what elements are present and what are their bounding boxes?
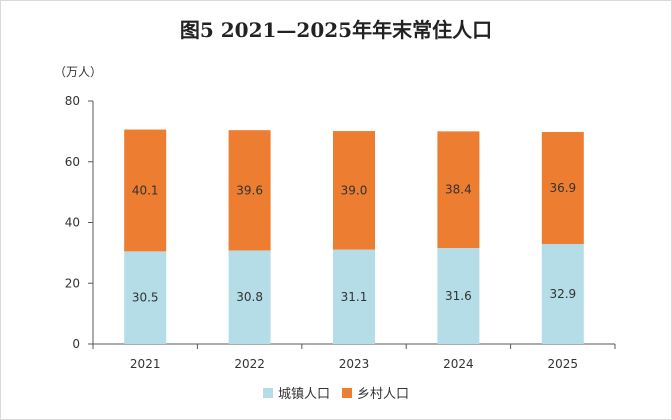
bar-segment-urban [228,250,271,344]
legend-item-rural: 乡村人口 [342,383,409,402]
data-label-rural: 38.4 [445,183,472,197]
x-tick-label: 2021 [130,357,161,371]
data-label-urban: 31.6 [445,289,472,303]
data-label-urban: 30.5 [132,291,159,305]
bar-segment-urban [541,244,584,344]
y-tick-label: 20 [65,276,80,290]
data-label-rural: 36.9 [549,181,576,195]
data-label-rural: 40.1 [132,183,159,197]
y-tick-label: 60 [65,155,80,169]
bar-segment-urban [124,251,167,344]
bar-segment-rural [437,131,480,249]
bar-segment-rural [228,130,271,251]
y-tick-label: 80 [65,94,80,108]
data-label-rural: 39.6 [236,183,263,197]
legend-swatch-rural [342,387,352,398]
bar-segment-urban [333,249,375,344]
x-tick-label: 2024 [443,357,474,371]
chart-title: 图5 2021—2025年年末常住人口 [179,18,493,42]
data-label-urban: 32.9 [549,287,576,301]
bar-segment-urban [437,248,480,344]
data-label-urban: 30.8 [236,290,263,304]
bar-segment-rural [541,131,584,245]
y-tick-label: 40 [65,216,80,230]
bar-segment-rural [333,131,375,250]
y-axis-unit-label: （万人） [54,65,103,79]
x-tick-label: 2023 [339,357,370,371]
legend-swatch-urban [262,387,273,398]
legend-label-rural: 乡村人口 [357,387,410,402]
x-tick-label: 2022 [234,357,265,371]
chart-legend: 城镇人口 乡村人口 [0,383,672,402]
bar-segment-rural [124,129,167,252]
y-tick-label: 0 [72,337,80,351]
data-label-urban: 31.1 [341,290,368,304]
legend-item-urban: 城镇人口 [262,383,330,402]
legend-label-urban: 城镇人口 [277,387,330,402]
x-tick-label: 2025 [548,357,579,371]
data-label-rural: 39.0 [341,183,368,197]
